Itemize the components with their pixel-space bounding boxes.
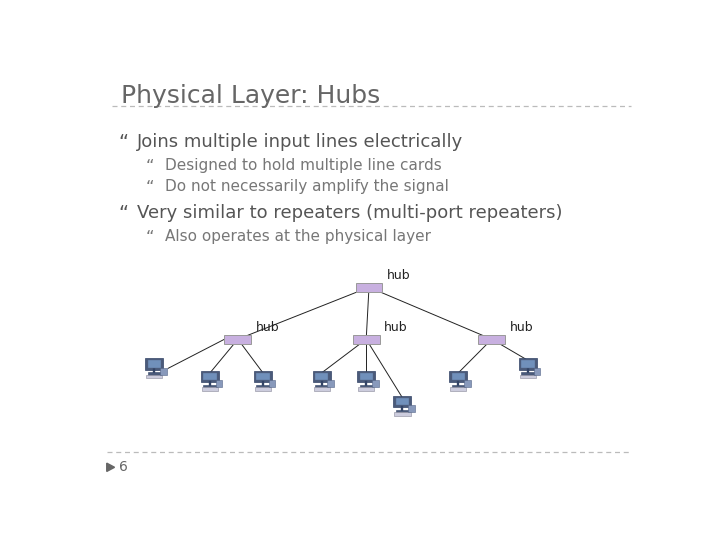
Bar bbox=[521, 372, 535, 375]
Text: “: “ bbox=[118, 133, 128, 152]
Bar bbox=[148, 372, 161, 375]
Text: 6: 6 bbox=[119, 460, 128, 474]
Bar bbox=[202, 388, 218, 390]
Bar bbox=[315, 373, 328, 380]
Bar bbox=[451, 384, 465, 387]
Bar bbox=[521, 360, 535, 368]
Bar bbox=[396, 397, 409, 406]
Bar bbox=[225, 335, 251, 344]
Bar bbox=[148, 360, 161, 368]
Bar bbox=[315, 384, 328, 387]
Bar bbox=[519, 359, 537, 370]
Bar bbox=[396, 410, 409, 412]
Bar bbox=[201, 371, 219, 382]
Bar bbox=[450, 388, 467, 390]
Bar bbox=[203, 373, 217, 380]
Bar bbox=[256, 384, 269, 387]
Bar bbox=[256, 373, 269, 380]
Text: Designed to hold multiple line cards: Designed to hold multiple line cards bbox=[166, 158, 442, 173]
Bar bbox=[146, 375, 162, 378]
Bar bbox=[313, 388, 330, 390]
Bar bbox=[145, 359, 163, 370]
Text: “: “ bbox=[145, 228, 154, 247]
Bar bbox=[464, 380, 471, 387]
Text: Do not necessarily amplify the signal: Do not necessarily amplify the signal bbox=[166, 179, 449, 194]
Bar bbox=[203, 384, 217, 387]
Bar bbox=[255, 388, 271, 390]
Bar bbox=[393, 396, 412, 407]
Bar bbox=[359, 373, 373, 380]
Bar bbox=[359, 384, 373, 387]
Bar bbox=[372, 380, 379, 387]
Bar bbox=[478, 335, 505, 344]
Bar bbox=[449, 371, 467, 382]
Bar bbox=[356, 282, 382, 292]
Bar bbox=[328, 380, 334, 387]
Bar bbox=[408, 405, 415, 412]
Bar bbox=[357, 371, 375, 382]
Text: hub: hub bbox=[384, 321, 408, 334]
Text: hub: hub bbox=[387, 269, 410, 282]
Text: “: “ bbox=[145, 158, 154, 177]
Text: “: “ bbox=[118, 204, 128, 222]
Text: Also operates at the physical layer: Also operates at the physical layer bbox=[166, 228, 431, 244]
Text: hub: hub bbox=[510, 321, 534, 334]
Bar bbox=[358, 388, 374, 390]
Bar bbox=[312, 371, 330, 382]
Bar bbox=[216, 380, 222, 387]
Text: Physical Layer: Hubs: Physical Layer: Hubs bbox=[121, 84, 380, 107]
Bar bbox=[451, 373, 465, 380]
Text: Very similar to repeaters (multi-port repeaters): Very similar to repeaters (multi-port re… bbox=[138, 204, 563, 222]
Bar bbox=[395, 413, 410, 416]
Bar bbox=[160, 368, 166, 375]
Bar bbox=[269, 380, 275, 387]
Text: “: “ bbox=[145, 179, 154, 197]
Bar bbox=[254, 371, 272, 382]
Text: hub: hub bbox=[256, 321, 279, 334]
Bar bbox=[520, 375, 536, 378]
Polygon shape bbox=[107, 463, 114, 471]
Bar bbox=[534, 368, 541, 375]
Text: Joins multiple input lines electrically: Joins multiple input lines electrically bbox=[138, 133, 464, 151]
Bar bbox=[353, 335, 379, 344]
